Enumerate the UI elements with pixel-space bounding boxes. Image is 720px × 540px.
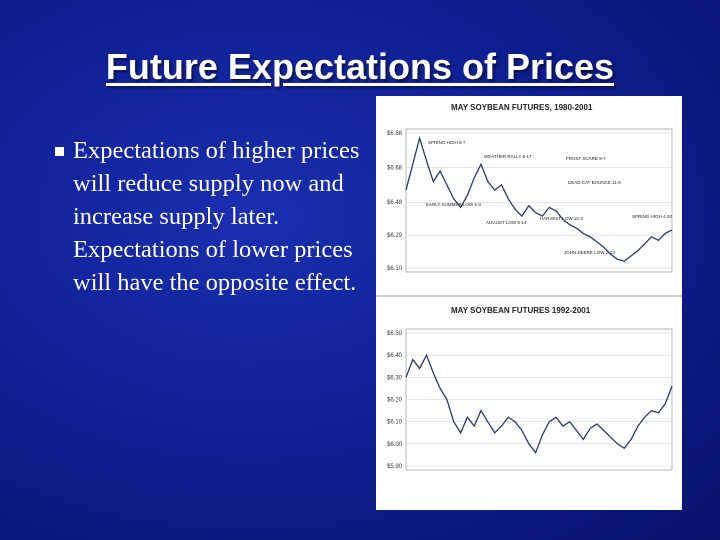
bullet-text: Expectations of higher prices will reduc… bbox=[73, 137, 360, 296]
annotation: WEATHER RALLY 6-17 bbox=[484, 154, 532, 159]
figure-background bbox=[376, 96, 682, 510]
annotation: JOHN DEERE LOW 2-13 bbox=[564, 250, 615, 255]
annotation: SPRING HIGH 4-20 bbox=[632, 214, 673, 219]
y-tick-label: $6.10 bbox=[387, 420, 403, 426]
chart-title: MAY SOYBEAN FUTURES 1992-2001 bbox=[451, 306, 591, 315]
y-tick-label: $6.68 bbox=[387, 166, 403, 172]
annotation: SPRING HIGH 5-7 bbox=[428, 140, 466, 145]
annotation: FROST SCARE 9-7 bbox=[566, 156, 606, 161]
y-tick-label: $6.50 bbox=[387, 331, 403, 337]
y-tick-label: $6.29 bbox=[387, 233, 403, 239]
y-tick-label: $6.30 bbox=[387, 375, 403, 381]
annotation: HARVEST LOW 10-3 bbox=[540, 216, 583, 221]
bullet-marker bbox=[55, 147, 64, 156]
y-tick-label: $6.10 bbox=[387, 266, 403, 272]
plot-frame bbox=[405, 128, 673, 273]
y-tick-label: $6.48 bbox=[387, 200, 403, 206]
annotation: EARLY SUMMER LOW 6-3 bbox=[426, 202, 481, 207]
y-tick-label: $6.88 bbox=[387, 131, 403, 137]
chart-title: MAY SOYBEAN FUTURES, 1980-2001 bbox=[451, 103, 593, 112]
y-tick-label: $6.20 bbox=[387, 398, 403, 404]
slide-title: Future Expectations of Prices bbox=[105, 46, 615, 87]
annotation: AUGUST LOW 8-14 bbox=[486, 220, 527, 225]
price-line bbox=[405, 135, 673, 262]
y-tick-label: $6.00 bbox=[387, 442, 403, 448]
price-line bbox=[405, 353, 673, 455]
y-tick-label: $6.40 bbox=[387, 353, 403, 359]
figure: MAY SOYBEAN FUTURES, 1980-2001 $6.88 $6.68… bbox=[376, 96, 682, 510]
y-tick-label: $5.90 bbox=[387, 464, 403, 470]
annotation: DEAD CAT BOUNCE 11-6 bbox=[568, 180, 621, 185]
